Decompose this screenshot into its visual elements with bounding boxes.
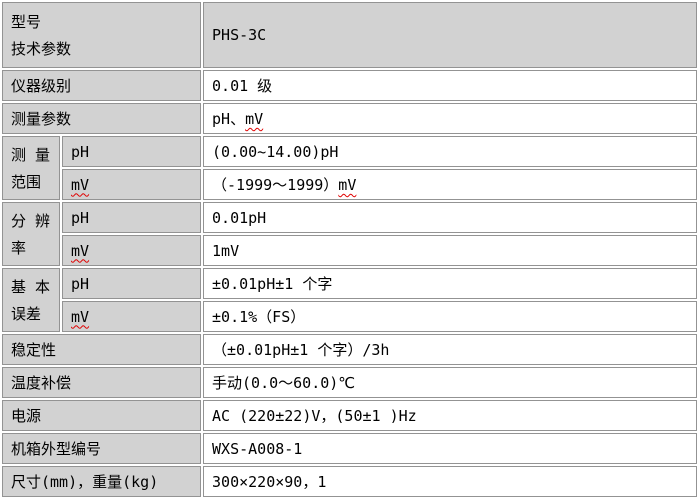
dimensions-weight-label: 尺寸(mm)，重量(kg) xyxy=(11,473,159,491)
stability-value: （±0.01pH±1 个字）/3h xyxy=(212,341,390,359)
header-value-text: PHS-3C xyxy=(212,26,267,44)
header-label-lines: 型号 技术参数 xyxy=(11,4,192,66)
error-label-line1: 基 本 xyxy=(11,278,51,296)
row-power: 电源 AC (220±22)V，(50±1 )Hz xyxy=(2,400,697,431)
error-ph-label: pH xyxy=(71,274,90,293)
row-instrument-grade: 仪器级别 0.01 级 xyxy=(2,70,697,101)
temp-compensation-value: 手动(0.0～60.0)℃ xyxy=(212,374,356,392)
cell-dimensions-weight-label: 尺寸(mm)，重量(kg) xyxy=(2,466,202,497)
cell-resolution-mv-label: mV xyxy=(62,235,202,266)
cell-resolution-ph-label: pH xyxy=(62,202,202,233)
stability-label: 稳定性 xyxy=(11,341,57,359)
row-case-model: 机箱外型编号 WXS-A008-1 xyxy=(2,433,697,464)
row-error-mv: mV ±0.1%（FS） xyxy=(2,301,697,332)
measure-params-value-mv: mV xyxy=(245,110,264,128)
error-mv-label: mV xyxy=(71,307,90,326)
cell-stability-label: 稳定性 xyxy=(2,334,202,365)
dimensions-weight-value: 300×220×90，1 xyxy=(212,473,327,491)
instrument-grade-value: 0.01 级 xyxy=(212,77,273,95)
cell-error-ph-value: ±0.01pH±1 个字 xyxy=(203,268,697,299)
resolution-mv-label: mV xyxy=(71,241,90,260)
cell-resolution-ph-value: 0.01pH xyxy=(203,202,697,233)
resolution-label-line2: 率 xyxy=(11,239,27,257)
row-range-ph: 测 量 范围 pH (0.00~14.00)pH xyxy=(2,136,697,200)
header-params-label: 技术参数 xyxy=(11,40,72,59)
cell-temp-compensation-value: 手动(0.0～60.0)℃ xyxy=(203,367,697,398)
range-mv-value-mv: mV xyxy=(338,176,357,194)
resolution-ph-label: pH xyxy=(71,208,90,227)
temp-compensation-label: 温度补偿 xyxy=(11,374,72,392)
row-stability: 稳定性 （±0.01pH±1 个字）/3h xyxy=(2,334,697,365)
cell-case-model-value: WXS-A008-1 xyxy=(203,433,697,464)
cell-error-mv-value: ±0.1%（FS） xyxy=(203,301,697,332)
error-label-line2: 误差 xyxy=(11,305,42,323)
row-temp-compensation: 温度补偿 手动(0.0～60.0)℃ xyxy=(2,367,697,398)
cell-range-mv-label: mV xyxy=(62,169,202,200)
cell-resolution-mv-value: 1mV xyxy=(203,235,697,266)
case-model-value: WXS-A008-1 xyxy=(212,439,303,458)
error-label-lines: 基 本 误差 xyxy=(11,270,51,330)
cell-resolution-label: 分 辨 率 xyxy=(2,202,60,266)
cell-instrument-grade-value: 0.01 级 xyxy=(203,70,697,101)
instrument-grade-label: 仪器级别 xyxy=(11,77,72,95)
cell-temp-compensation-label: 温度补偿 xyxy=(2,367,202,398)
resolution-label-line1: 分 辨 xyxy=(11,212,51,230)
cell-stability-value: （±0.01pH±1 个字）/3h xyxy=(203,334,697,365)
cell-measure-params-label: 测量参数 xyxy=(2,103,202,134)
power-label: 电源 xyxy=(11,407,42,425)
range-mv-value-pre: （-1999～1999） xyxy=(212,176,339,194)
measure-params-value-ph: pH、 xyxy=(212,110,246,128)
cell-range-mv-value: （-1999～1999）mV xyxy=(203,169,697,200)
row-resolution-ph: 分 辨 率 pH 0.01pH xyxy=(2,202,697,266)
cell-error-label: 基 本 误差 xyxy=(2,268,60,332)
range-label-line1: 测 量 xyxy=(11,146,51,164)
header-model-label: 型号 xyxy=(11,12,42,31)
range-ph-value: (0.00~14.00)pH xyxy=(212,142,339,161)
cell-header-label: 型号 技术参数 xyxy=(2,2,202,68)
cell-range-ph-label: pH xyxy=(62,136,202,167)
cell-range-label: 测 量 范围 xyxy=(2,136,60,200)
cell-range-ph-value: (0.00~14.00)pH xyxy=(203,136,697,167)
case-model-label: 机箱外型编号 xyxy=(11,440,102,458)
cell-measure-params-value: pH、mV xyxy=(203,103,697,134)
resolution-label-lines: 分 辨 率 xyxy=(11,204,51,264)
range-ph-label: pH xyxy=(71,142,90,161)
resolution-ph-value: 0.01pH xyxy=(212,208,267,227)
row-range-mv: mV （-1999～1999）mV xyxy=(2,169,697,200)
error-mv-value: ±0.1%（FS） xyxy=(212,308,306,326)
row-resolution-mv: mV 1mV xyxy=(2,235,697,266)
cell-instrument-grade-label: 仪器级别 xyxy=(2,70,202,101)
cell-error-ph-label: pH xyxy=(62,268,202,299)
header-row: 型号 技术参数 PHS-3C xyxy=(2,2,697,68)
range-mv-label: mV xyxy=(71,175,90,194)
range-label-lines: 测 量 范围 xyxy=(11,138,51,198)
row-measure-params: 测量参数 pH、mV xyxy=(2,103,697,134)
row-dimensions-weight: 尺寸(mm)，重量(kg) 300×220×90，1 xyxy=(2,466,697,497)
row-error-ph: 基 本 误差 pH ±0.01pH±1 个字 xyxy=(2,268,697,332)
error-ph-value: ±0.01pH±1 个字 xyxy=(212,275,333,293)
cell-header-value: PHS-3C xyxy=(203,2,697,68)
measure-params-label: 测量参数 xyxy=(11,110,72,128)
resolution-mv-value: 1mV xyxy=(212,241,240,260)
cell-case-model-label: 机箱外型编号 xyxy=(2,433,202,464)
cell-error-mv-label: mV xyxy=(62,301,202,332)
range-label-line2: 范围 xyxy=(11,173,42,191)
cell-power-label: 电源 xyxy=(2,400,202,431)
cell-power-value: AC (220±22)V，(50±1 )Hz xyxy=(203,400,697,431)
power-value: AC (220±22)V，(50±1 )Hz xyxy=(212,407,417,425)
cell-dimensions-weight-value: 300×220×90，1 xyxy=(203,466,697,497)
